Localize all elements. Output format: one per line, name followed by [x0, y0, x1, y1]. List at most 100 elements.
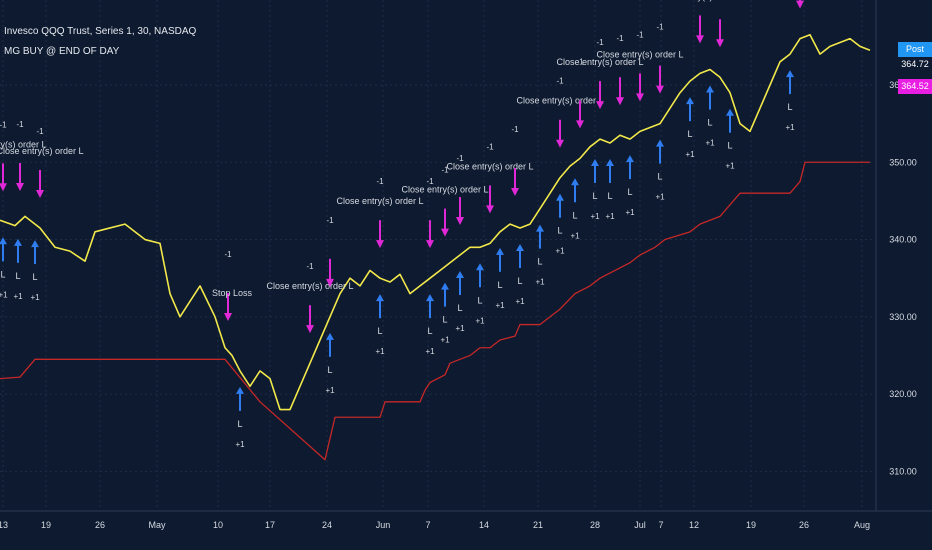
- sell-qty: -1: [306, 262, 314, 271]
- buy-qty: +1: [570, 231, 580, 240]
- close-entry-label: Close entry(s) order L: [556, 57, 643, 67]
- buy-arrow-head: [496, 247, 504, 255]
- chart-title: Invesco QQQ Trust, Series 1, 30, NASDAQ: [4, 26, 197, 37]
- x-tick-label: 26: [799, 520, 809, 530]
- x-tick-label: 28: [590, 520, 600, 530]
- sell-arrow-head: [596, 101, 604, 110]
- price-tag-post-label: Post: [905, 44, 924, 54]
- close-entry-label: Close entry(s) order L: [0, 146, 84, 156]
- sell-arrow-head: [556, 139, 564, 148]
- sell-arrow-head: [441, 228, 449, 237]
- buy-arrow-head: [426, 294, 434, 302]
- buy-label: L: [15, 271, 20, 281]
- buy-arrow-head: [236, 386, 244, 394]
- buy-qty: +1: [475, 316, 485, 325]
- sell-arrow-head: [326, 278, 334, 287]
- buy-arrow-head: [571, 178, 579, 186]
- y-tick-label: 320.00: [889, 389, 917, 399]
- sell-arrow-head: [636, 93, 644, 102]
- x-tick-label: Jun: [376, 520, 391, 530]
- buy-label: L: [442, 315, 447, 325]
- buy-qty: +1: [535, 278, 545, 287]
- x-tick-label: 24: [322, 520, 332, 530]
- sell-arrow-head: [656, 85, 664, 94]
- x-tick-label: 21: [533, 520, 543, 530]
- sell-qty: -1: [576, 57, 584, 66]
- buy-label: L: [497, 280, 502, 290]
- buy-qty: +1: [375, 347, 385, 356]
- buy-qty: +1: [685, 150, 695, 159]
- x-tick-label: 7: [425, 520, 430, 530]
- buy-qty: +1: [605, 212, 615, 221]
- sell-arrow-head: [616, 97, 624, 106]
- sell-arrow-head: [696, 35, 704, 44]
- price-tag-post: Post 364.72: [898, 42, 932, 69]
- buy-arrow-head: [556, 193, 564, 201]
- buy-arrow-head: [31, 240, 39, 248]
- x-tick-label: Jul: [634, 520, 646, 530]
- buy-qty: +1: [0, 290, 8, 299]
- x-tick-label: 10: [213, 520, 223, 530]
- buy-arrow-head: [326, 332, 334, 340]
- sell-qty: -1: [441, 166, 449, 175]
- buy-arrow-head: [516, 243, 524, 251]
- sell-arrow-head: [716, 39, 724, 48]
- x-tick-label: Aug: [854, 520, 870, 530]
- stop-loss-label: Stop Loss: [212, 288, 253, 298]
- sell-qty: -1: [426, 177, 434, 186]
- buy-qty: +1: [785, 123, 795, 132]
- buy-label: L: [787, 102, 792, 112]
- sell-qty: -1: [16, 120, 24, 129]
- buy-arrow-head: [706, 85, 714, 93]
- buy-qty: +1: [515, 297, 525, 306]
- buy-arrow-head: [626, 155, 634, 163]
- buy-arrow-head: [591, 158, 599, 166]
- y-tick-label: 350.00: [889, 157, 917, 167]
- x-tick-label: 19: [746, 520, 756, 530]
- sell-qty: -1: [486, 142, 494, 151]
- buy-label: L: [477, 295, 482, 305]
- buy-label: L: [592, 191, 597, 201]
- series-price: [0, 33, 871, 411]
- sell-qty: -1: [656, 23, 664, 32]
- buy-qty: +1: [455, 324, 465, 333]
- close-entry-label: Close entry(s) order L: [266, 281, 353, 291]
- buy-label: L: [607, 191, 612, 201]
- sell-qty: -1: [456, 154, 464, 163]
- sell-arrow-head: [486, 205, 494, 214]
- buy-arrow-head: [456, 271, 464, 278]
- sell-qty: -1: [616, 34, 624, 43]
- series-stop: [0, 161, 870, 461]
- sell-qty: -1: [0, 120, 7, 129]
- buy-label: L: [32, 272, 37, 282]
- buy-qty: +1: [13, 292, 23, 301]
- x-tick-label: 26: [95, 520, 105, 530]
- buy-label: L: [572, 210, 577, 220]
- buy-label: L: [657, 172, 662, 182]
- close-entry-label: Close entry(s) order L: [656, 0, 743, 1]
- sell-arrow-head: [306, 325, 314, 334]
- x-tick-label: 7: [658, 520, 663, 530]
- buy-label: L: [327, 365, 332, 375]
- buy-qty: +1: [555, 247, 565, 256]
- buy-label: L: [707, 118, 712, 128]
- buy-arrow-head: [14, 238, 22, 246]
- sell-arrow-head: [456, 217, 464, 225]
- sell-qty: -1: [636, 30, 644, 39]
- buy-qty: +1: [625, 208, 635, 217]
- buy-label: L: [537, 257, 542, 267]
- buy-arrow-head: [476, 263, 484, 271]
- buy-qty: +1: [495, 301, 505, 310]
- sell-qty: -1: [326, 216, 334, 225]
- legend: Invesco QQQ Trust, Series 1, 30, NASDAQ …: [4, 22, 196, 62]
- close-entry-label: Close entry(s) order L: [401, 185, 488, 195]
- sell-qty: -1: [511, 125, 519, 134]
- indicator-label: MG BUY @ END OF DAY: [4, 46, 120, 57]
- sell-arrow-head: [511, 188, 519, 197]
- buy-label: L: [627, 187, 632, 197]
- close-entry-label: Close entry(s) order L: [336, 196, 423, 206]
- x-tick-label: 19: [41, 520, 51, 530]
- sell-arrow-head: [0, 183, 7, 192]
